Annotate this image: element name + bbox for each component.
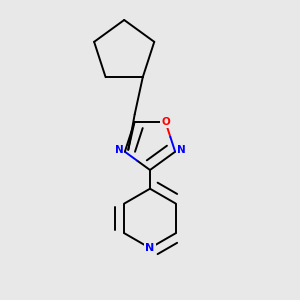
- Text: N: N: [146, 243, 154, 253]
- Text: N: N: [177, 145, 185, 155]
- Text: O: O: [161, 117, 170, 127]
- Text: N: N: [115, 145, 123, 155]
